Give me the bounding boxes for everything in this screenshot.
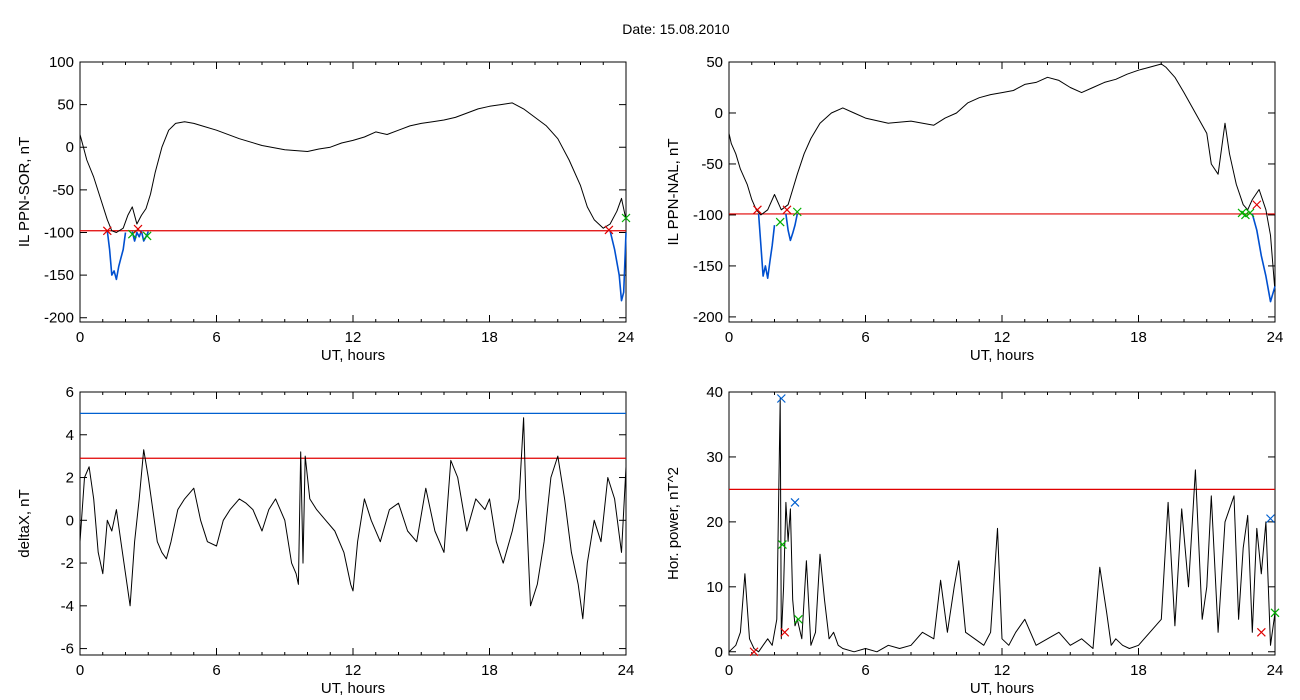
y-tick-label: 4 <box>66 427 74 444</box>
x-tick-label: 24 <box>618 329 635 346</box>
y-tick-label: 0 <box>715 105 723 122</box>
series-line <box>609 230 627 302</box>
x-marker <box>792 207 802 217</box>
y-axis-label: IL PPN-SOR, nT <box>16 137 33 247</box>
x-marker <box>1245 208 1255 218</box>
series-line <box>131 230 143 242</box>
x-marker <box>780 627 790 637</box>
x-marker <box>1241 210 1250 220</box>
series-line <box>79 102 627 233</box>
x-marker <box>142 231 152 241</box>
x-tick-label: 12 <box>994 662 1011 679</box>
x-tick-label: 24 <box>1267 662 1284 679</box>
series-line <box>785 213 799 242</box>
x-tick-label: 0 <box>725 329 733 346</box>
y-axis-label: IL PPN-NAL, nT <box>665 139 682 246</box>
chart-panel-1: 0 6 12 18 24 100 50 0 -50 -100 -150 -200 UT, hours IL… <box>16 54 634 364</box>
y-tick-label: 50 <box>706 54 723 71</box>
x-tick-label: 18 <box>1130 662 1147 679</box>
chart-panel-2: 0 6 12 18 24 50 0 -50 -100 -150 -200 UT, hours IL PP… <box>665 54 1283 364</box>
x-axis-label: UT, hours <box>321 680 385 697</box>
x-tick-label: 6 <box>861 329 869 346</box>
y-tick-label: -6 <box>61 641 74 658</box>
y-tick-label: 10 <box>706 579 723 596</box>
x-tick-label: 12 <box>994 329 1011 346</box>
x-marker <box>793 614 803 624</box>
x-marker <box>753 205 762 215</box>
chart-panel-3: 0 6 12 18 24 6 4 2 0 -2 -4 -6 UT, hours deltaX, nT <box>16 384 634 697</box>
x-tick-label: 0 <box>76 329 84 346</box>
y-tick-label: -50 <box>52 182 74 199</box>
x-tick-label: 6 <box>861 662 869 679</box>
y-tick-label: -200 <box>44 310 74 327</box>
series-line <box>106 230 127 281</box>
x-tick-label: 6 <box>212 662 220 679</box>
x-marker <box>621 213 631 223</box>
y-tick-label: 20 <box>706 514 723 531</box>
x-marker <box>133 224 143 234</box>
y-tick-label: 40 <box>706 384 723 401</box>
y-tick-label: -150 <box>44 267 74 284</box>
y-tick-label: 0 <box>715 644 723 661</box>
y-tick-label: -4 <box>61 598 74 615</box>
y-tick-label: 0 <box>66 512 74 529</box>
y-tick-label: -200 <box>693 309 723 326</box>
x-tick-label: 12 <box>345 329 362 346</box>
plot-frame <box>728 391 1276 656</box>
y-tick-label: -150 <box>693 258 723 275</box>
x-marker <box>775 217 785 227</box>
x-marker <box>778 540 787 550</box>
x-tick-label: 24 <box>618 662 635 679</box>
figure-title: Date: 15.08.2010 <box>622 21 730 37</box>
x-marker <box>1270 608 1280 618</box>
y-tick-label: 50 <box>57 97 74 114</box>
plot-frame <box>79 391 627 656</box>
x-marker <box>604 225 614 235</box>
x-marker <box>782 205 792 215</box>
y-axis-label: Hor. power, nT^2 <box>665 467 682 580</box>
x-axis-label: UT, hours <box>970 680 1034 697</box>
x-marker <box>102 226 112 236</box>
y-tick-label: 100 <box>49 54 74 71</box>
y-tick-label: 6 <box>66 384 74 401</box>
y-tick-label: -100 <box>693 207 723 224</box>
y-tick-label: -50 <box>701 156 723 173</box>
y-tick-label: -2 <box>61 555 74 572</box>
x-marker <box>1256 627 1266 637</box>
y-tick-label: 0 <box>66 139 74 156</box>
series-line <box>1251 213 1276 303</box>
x-tick-label: 6 <box>212 329 220 346</box>
plot-frame <box>79 61 627 323</box>
series-line <box>728 398 1276 653</box>
y-tick-label: -100 <box>44 224 74 241</box>
series-line <box>79 417 627 620</box>
series-line <box>728 63 1276 292</box>
x-tick-label: 12 <box>345 662 362 679</box>
x-axis-label: UT, hours <box>321 347 385 364</box>
x-marker <box>790 497 800 507</box>
x-tick-label: 24 <box>1267 329 1284 346</box>
x-marker <box>1252 200 1262 210</box>
x-marker <box>1266 514 1275 524</box>
x-tick-label: 0 <box>725 662 733 679</box>
y-tick-label: 2 <box>66 470 74 487</box>
x-tick-label: 0 <box>76 662 84 679</box>
x-tick-label: 18 <box>481 329 498 346</box>
x-marker <box>749 647 759 657</box>
y-tick-label: 30 <box>706 449 723 466</box>
x-tick-label: 18 <box>481 662 498 679</box>
plot-frame <box>728 61 1276 323</box>
x-axis-label: UT, hours <box>970 347 1034 364</box>
x-tick-label: 18 <box>1130 329 1147 346</box>
series-line <box>757 213 776 280</box>
y-axis-label: deltaX, nT <box>16 489 33 557</box>
chart-panel-4: 0 6 12 18 24 40 30 20 10 0 UT, hours Hor. power, nT… <box>665 384 1283 697</box>
x-marker <box>776 394 786 403</box>
